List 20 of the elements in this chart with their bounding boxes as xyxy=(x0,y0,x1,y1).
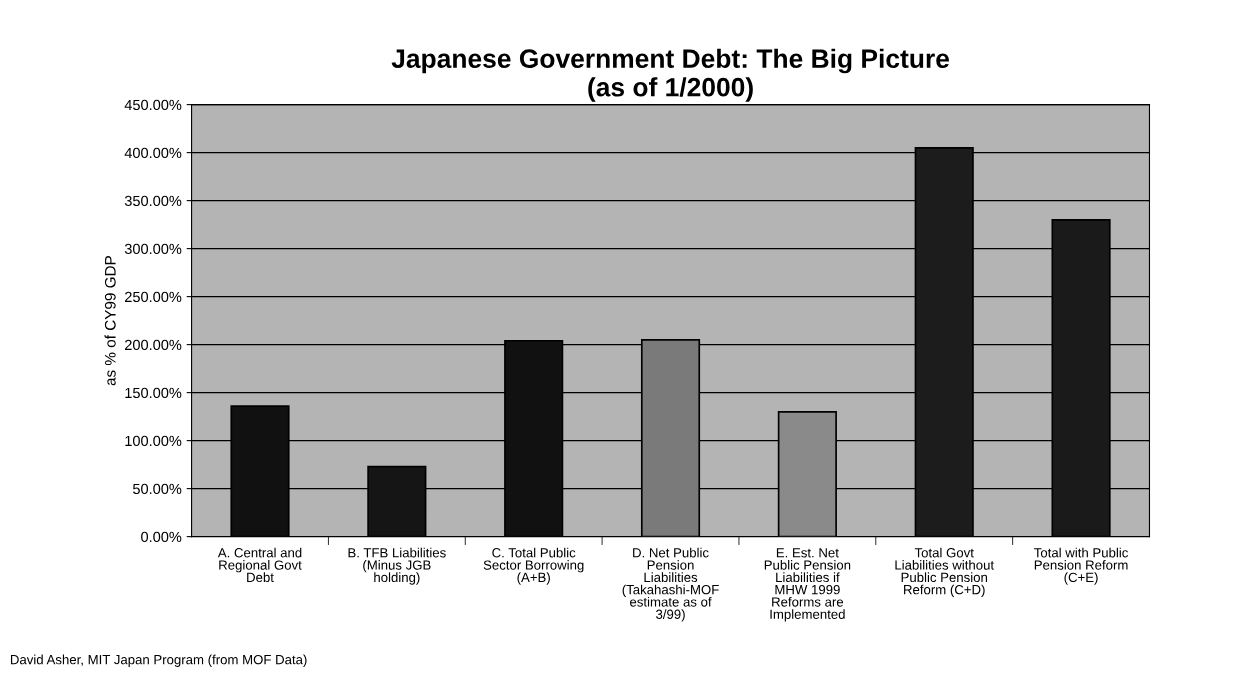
x-tick-label: Total with Public Pension Reform (C+E) xyxy=(1034,547,1129,585)
text: David Asher, MIT Japan Program (from MOF Data) xyxy=(10,654,307,667)
y-tick-label: 350.00% xyxy=(124,195,182,207)
y-tick-label: 0.00% xyxy=(141,531,182,543)
x-tick-label: E. Est. Net Public Pension Liabilities if MHW 1999 Reforms are Implemented xyxy=(764,548,851,622)
x-tick-label: Total Govt Liabilities without Public Pension Reform (C+D) xyxy=(895,547,994,597)
x-tick-label: C. Total Public Sector Borrowing (A+B) xyxy=(483,547,584,585)
y-tick-label: 300.00% xyxy=(124,243,182,255)
chart-title: Japanese Government Debt: The Big Picture (as of 1/2000) xyxy=(391,48,949,102)
y-tick-label: 400.00% xyxy=(124,147,182,159)
y-axis-title: as % of CY99 GDP xyxy=(104,256,116,386)
y-tick-label: 50.00% xyxy=(132,483,182,495)
x-tick-label: B. TFB Liabilities (Minus JGB holding) xyxy=(348,547,446,585)
x-tick-label: D. Net Public Pension Liabilities (Takahashi-MOF estimate as of 3/99) xyxy=(622,547,719,622)
x-tick-label: A. Central and Regional Govt Debt xyxy=(217,547,302,583)
y-tick-label: 450.00% xyxy=(124,99,182,111)
y-tick-label: 150.00% xyxy=(125,387,182,399)
y-tick-label: 200.00% xyxy=(125,339,182,351)
y-tick-label: 100.00% xyxy=(125,435,182,447)
y-tick-label: 250.00% xyxy=(125,291,182,303)
